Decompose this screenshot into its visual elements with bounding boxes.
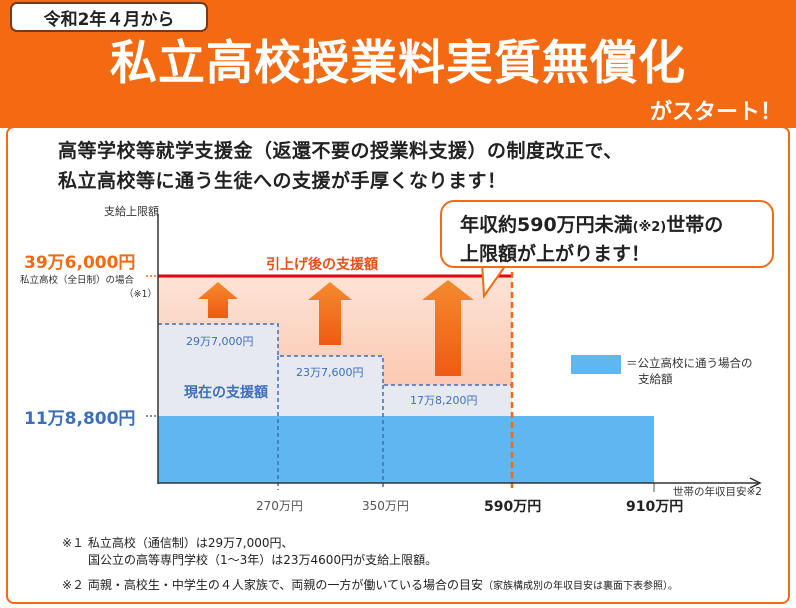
current-support-label: 現在の支援額	[184, 385, 268, 401]
note-2-main: ※２ 両親・高校生・中学生の４人家族で、両親の一方が働いている場合の目安	[62, 578, 484, 592]
note-2: ※２ 両親・高校生・中学生の４人家族で、両親の一方が働いている場合の目安（家族構…	[62, 576, 678, 593]
current-limit-label-1: 29万7,000円	[186, 335, 254, 348]
callout-line-1: 年収約590万円未満(※2)世帯の	[460, 210, 760, 237]
new-limit-note-1: 私立高校（全日制）の場合	[20, 275, 135, 286]
current-limit-label-2: 23万7,600円	[296, 366, 364, 379]
new-limit-value: 39万6,000円	[24, 253, 136, 273]
page-title: 私立高校授業料実質無償化	[110, 36, 686, 91]
legend-line-2: 支給額	[638, 372, 673, 386]
up-arrow-icon	[308, 282, 352, 345]
current-limit-area	[158, 324, 512, 416]
callout-box: 年収約590万円未満(※2)世帯の 上限額が上がります！	[440, 200, 774, 268]
up-arrow-icon	[198, 282, 238, 318]
intro-line-1: 高等学校等就学支援金（返還不要の授業料支援）の制度改正で、	[58, 140, 623, 162]
intro-line-2: 私立高校等に通う生徒への支援が手厚くなります！	[58, 170, 507, 192]
page-subtitle: がスタート！	[649, 100, 782, 125]
x-tick-910: 910万円	[626, 499, 684, 515]
x-tick-590: 590万円	[484, 499, 542, 515]
x-tick-270: 270万円	[256, 499, 303, 513]
date-tab: 令和2年４月から	[10, 2, 208, 32]
callout-text-a: 年収約590万円未満	[460, 214, 633, 236]
new-limit-note-2: （※1）	[124, 289, 158, 300]
legend-text-1: 公立高校に通う場合の	[637, 356, 753, 370]
callout-note: (※2)	[632, 220, 667, 235]
note-1-line-2: 国公立の高等専門学校（1〜3年）は23万4600円が支給上限額。	[88, 553, 438, 567]
note-2-small: （家族構成別の年収目安は裏面下表参照）。	[483, 581, 679, 592]
y-axis-label: 支給上限額	[104, 205, 159, 218]
callout-text-b: 世帯の	[666, 214, 724, 236]
public-amount-bar	[158, 416, 654, 483]
x-axis-arrow-icon	[749, 477, 762, 489]
current-limit-steps	[158, 323, 512, 386]
note-1-line-1: ※１ 私立高校（通信制）は29万7,000円、	[62, 536, 294, 550]
new-limit-label: 引上げ後の支援額	[266, 257, 378, 273]
date-tab-label: 令和2年４月から	[43, 9, 175, 30]
current-limit-label-3: 17万8,200円	[410, 394, 478, 407]
callout-line-2: 上限額が上がります！	[460, 243, 651, 265]
up-arrow-icon	[422, 280, 474, 376]
legend-line-1: ＝公立高校に通う場合の	[626, 355, 753, 371]
legend-swatch	[571, 355, 621, 374]
legend-marker: ＝	[626, 356, 638, 370]
public-amount-value: 11万8,800円	[24, 409, 136, 429]
x-tick-350: 350万円	[362, 499, 409, 513]
x-axis-label: 世帯の年収目安※2	[673, 486, 762, 498]
